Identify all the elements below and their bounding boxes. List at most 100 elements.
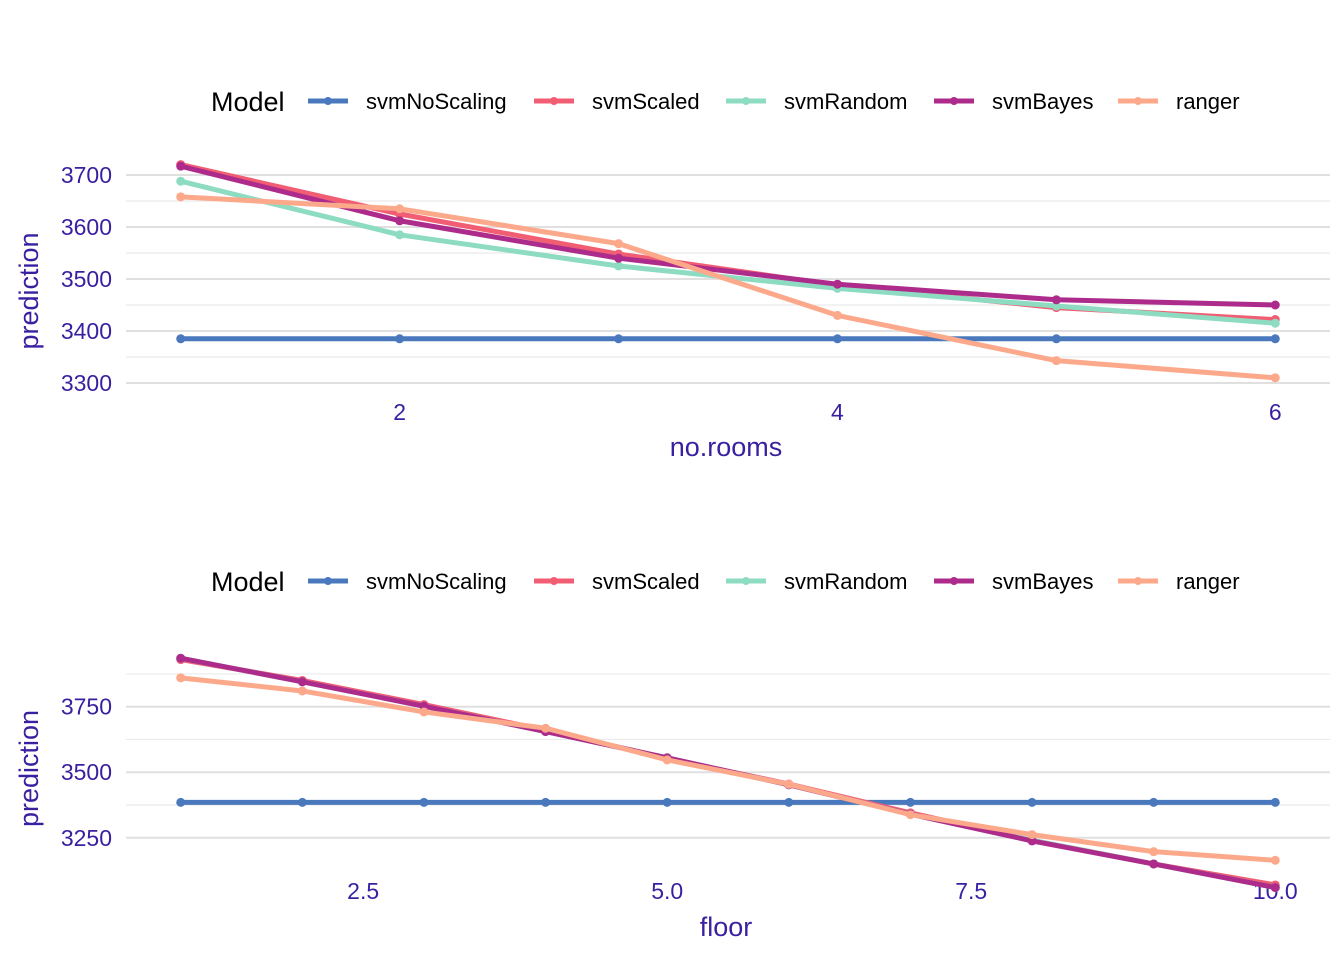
y-tick-label: 3500 (61, 759, 112, 785)
legend-title: Model (211, 567, 285, 597)
data-point (395, 230, 405, 240)
data-point (662, 797, 672, 807)
legend-label: ranger (1176, 89, 1240, 114)
data-point (176, 192, 186, 202)
legend-key-point (1134, 577, 1142, 585)
x-tick-label: 2 (393, 399, 406, 425)
series-line (178, 675, 1278, 863)
legend-label: svmBayes (992, 89, 1093, 114)
data-point (541, 797, 551, 807)
x-tick-label: 2.5 (347, 878, 379, 904)
legend-label: svmRandom (784, 89, 907, 114)
data-point (1270, 373, 1280, 383)
data-point (905, 797, 915, 807)
data-point (1051, 301, 1061, 311)
y-tick-label: 3500 (61, 266, 112, 292)
data-point (614, 334, 624, 344)
series-line (178, 162, 1278, 323)
data-point (395, 216, 405, 226)
x-tick-label: 4 (831, 399, 844, 425)
data-point (1027, 836, 1037, 846)
legend-label: svmNoScaling (366, 569, 507, 594)
legend-key-point (950, 97, 958, 105)
series-svmNoScaling (176, 334, 1280, 344)
series-ranger (176, 673, 1280, 865)
legend-key-point (742, 97, 750, 105)
data-point (1270, 855, 1280, 865)
y-tick-label: 3300 (61, 370, 112, 396)
data-point (297, 797, 307, 807)
data-point (1149, 859, 1159, 869)
legend-label: svmBayes (992, 569, 1093, 594)
series-line (178, 194, 1278, 381)
data-point (1149, 797, 1159, 807)
data-point (662, 755, 672, 765)
series-line (178, 163, 1278, 308)
legend-title: Model (211, 87, 285, 117)
data-point (395, 204, 405, 214)
data-point (614, 253, 624, 263)
data-point (1270, 334, 1280, 344)
x-tick-label: 7.5 (955, 878, 987, 904)
data-point (1270, 797, 1280, 807)
data-point (176, 797, 186, 807)
data-point (1270, 318, 1280, 328)
legend-label: ranger (1176, 569, 1240, 594)
legend-key-point (324, 577, 332, 585)
x-tick-label: 5.0 (651, 878, 683, 904)
legend-key-point (950, 577, 958, 585)
x-tick-label: 6 (1269, 399, 1282, 425)
data-point (905, 810, 915, 820)
data-point (832, 334, 842, 344)
data-point (832, 279, 842, 289)
data-point (832, 310, 842, 320)
data-point (176, 161, 186, 171)
data-point (784, 797, 794, 807)
data-point (176, 176, 186, 186)
data-point (1270, 300, 1280, 310)
data-point (297, 677, 307, 687)
series-svmNoScaling (176, 797, 1280, 807)
y-axis-title: prediction (14, 232, 44, 349)
data-point (1051, 295, 1061, 305)
data-point (176, 653, 186, 663)
data-point (1270, 883, 1280, 893)
legend-key-point (1134, 97, 1142, 105)
data-point (614, 239, 624, 249)
chart-panel-2: 3250350037502.55.07.510.0floorprediction… (14, 567, 1330, 942)
series-ranger (176, 192, 1280, 383)
legend-key-point (550, 577, 558, 585)
legend-label: svmScaled (592, 89, 700, 114)
legend-label: svmNoScaling (366, 89, 507, 114)
data-point (1149, 847, 1159, 857)
data-point (1027, 830, 1037, 840)
data-point (419, 797, 429, 807)
y-tick-label: 3750 (61, 694, 112, 720)
data-point (1051, 334, 1061, 344)
y-tick-label: 3700 (61, 162, 112, 188)
data-point (614, 261, 624, 271)
chart-panel-1: 3300 3400 3500 3600 3700 2 4 6 no.rooms predictio… (14, 87, 1330, 462)
legend-key-point (324, 97, 332, 105)
y-tick-label: 3600 (61, 214, 112, 240)
data-point (419, 707, 429, 717)
y-tick-label: 3400 (61, 318, 112, 344)
legend-label: svmRandom (784, 569, 907, 594)
y-tick-label: 3250 (61, 825, 112, 851)
data-point (784, 779, 794, 789)
series-svmBayes (176, 161, 1280, 310)
data-point (176, 334, 186, 344)
data-point (1051, 356, 1061, 366)
x-axis-title: floor (700, 912, 753, 942)
x-axis-title: no.rooms (670, 432, 783, 462)
data-point (395, 334, 405, 344)
y-axis-title: prediction (14, 710, 44, 827)
data-point (297, 686, 307, 696)
legend-label: svmScaled (592, 569, 700, 594)
data-point (176, 673, 186, 683)
legend-key-point (550, 97, 558, 105)
legend-key-point (742, 577, 750, 585)
data-point (1027, 797, 1037, 807)
data-point (541, 723, 551, 733)
